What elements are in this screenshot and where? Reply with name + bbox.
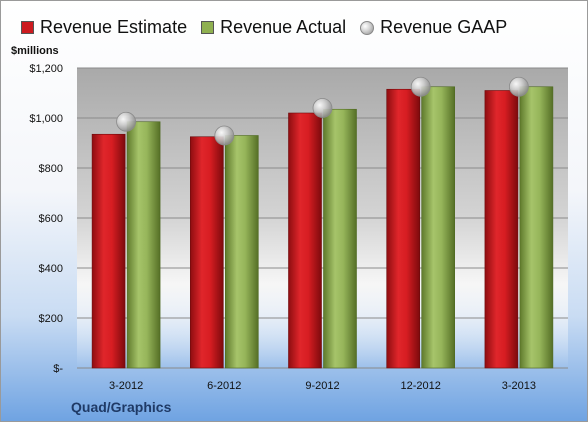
y-axis-ticks: $- $200 $400 $600 $800 $1,000 $1,200 (29, 63, 63, 375)
legend-item-gaap: Revenue GAAP (360, 17, 507, 38)
gaap-markers (116, 76, 529, 146)
bar-revenue-estimate (386, 88, 421, 369)
x-tick-label: 3-2012 (109, 380, 143, 392)
y-tick-label: $1,200 (29, 63, 63, 75)
x-tick-label: 9-2012 (305, 380, 339, 392)
bar-revenue-estimate (288, 112, 322, 369)
y-tick-label: $600 (39, 213, 63, 225)
legend-item-estimate: Revenue Estimate (21, 17, 187, 38)
bars (91, 86, 554, 369)
bar-revenue-actual (126, 121, 161, 369)
marker-revenue-gaap (509, 76, 529, 97)
bar-revenue-actual (421, 86, 456, 369)
y-axis-unit-label: $millions (11, 45, 59, 57)
bar-revenue-estimate (484, 90, 519, 369)
marker-revenue-gaap (312, 98, 333, 118)
legend-swatch-estimate (21, 21, 34, 34)
bar-revenue-actual (225, 135, 259, 369)
legend-label-estimate: Revenue Estimate (40, 17, 188, 37)
bar-revenue-actual (323, 108, 357, 369)
legend-marker-gaap (360, 20, 375, 35)
y-tick-label: $- (53, 363, 63, 375)
x-tick-label: 12-2012 (401, 380, 441, 392)
bar-revenue-actual (519, 86, 554, 369)
legend-swatch-actual (201, 21, 215, 34)
marker-revenue-gaap (214, 125, 235, 146)
legend-label-actual: Revenue Actual (220, 17, 347, 37)
y-tick-label: $1,000 (29, 113, 63, 125)
y-tick-label: $400 (39, 263, 63, 275)
bar-revenue-estimate (190, 136, 224, 369)
x-axis-ticks: 3-2012 6-2012 9-2012 12-2012 3-2013 (109, 380, 536, 392)
y-tick-label: $200 (39, 313, 63, 325)
marker-revenue-gaap (116, 111, 136, 132)
company-name: Quad/Graphics (71, 399, 172, 415)
bar-revenue-estimate (91, 133, 126, 369)
legend: Revenue Estimate Revenue Actual Revenue … (21, 17, 521, 38)
legend-item-actual: Revenue Actual (201, 17, 346, 38)
legend-label-gaap: Revenue GAAP (380, 17, 508, 37)
y-tick-label: $800 (39, 163, 63, 175)
x-tick-label: 3-2013 (502, 380, 536, 392)
x-tick-label: 6-2012 (207, 380, 241, 392)
marker-revenue-gaap (410, 76, 431, 97)
